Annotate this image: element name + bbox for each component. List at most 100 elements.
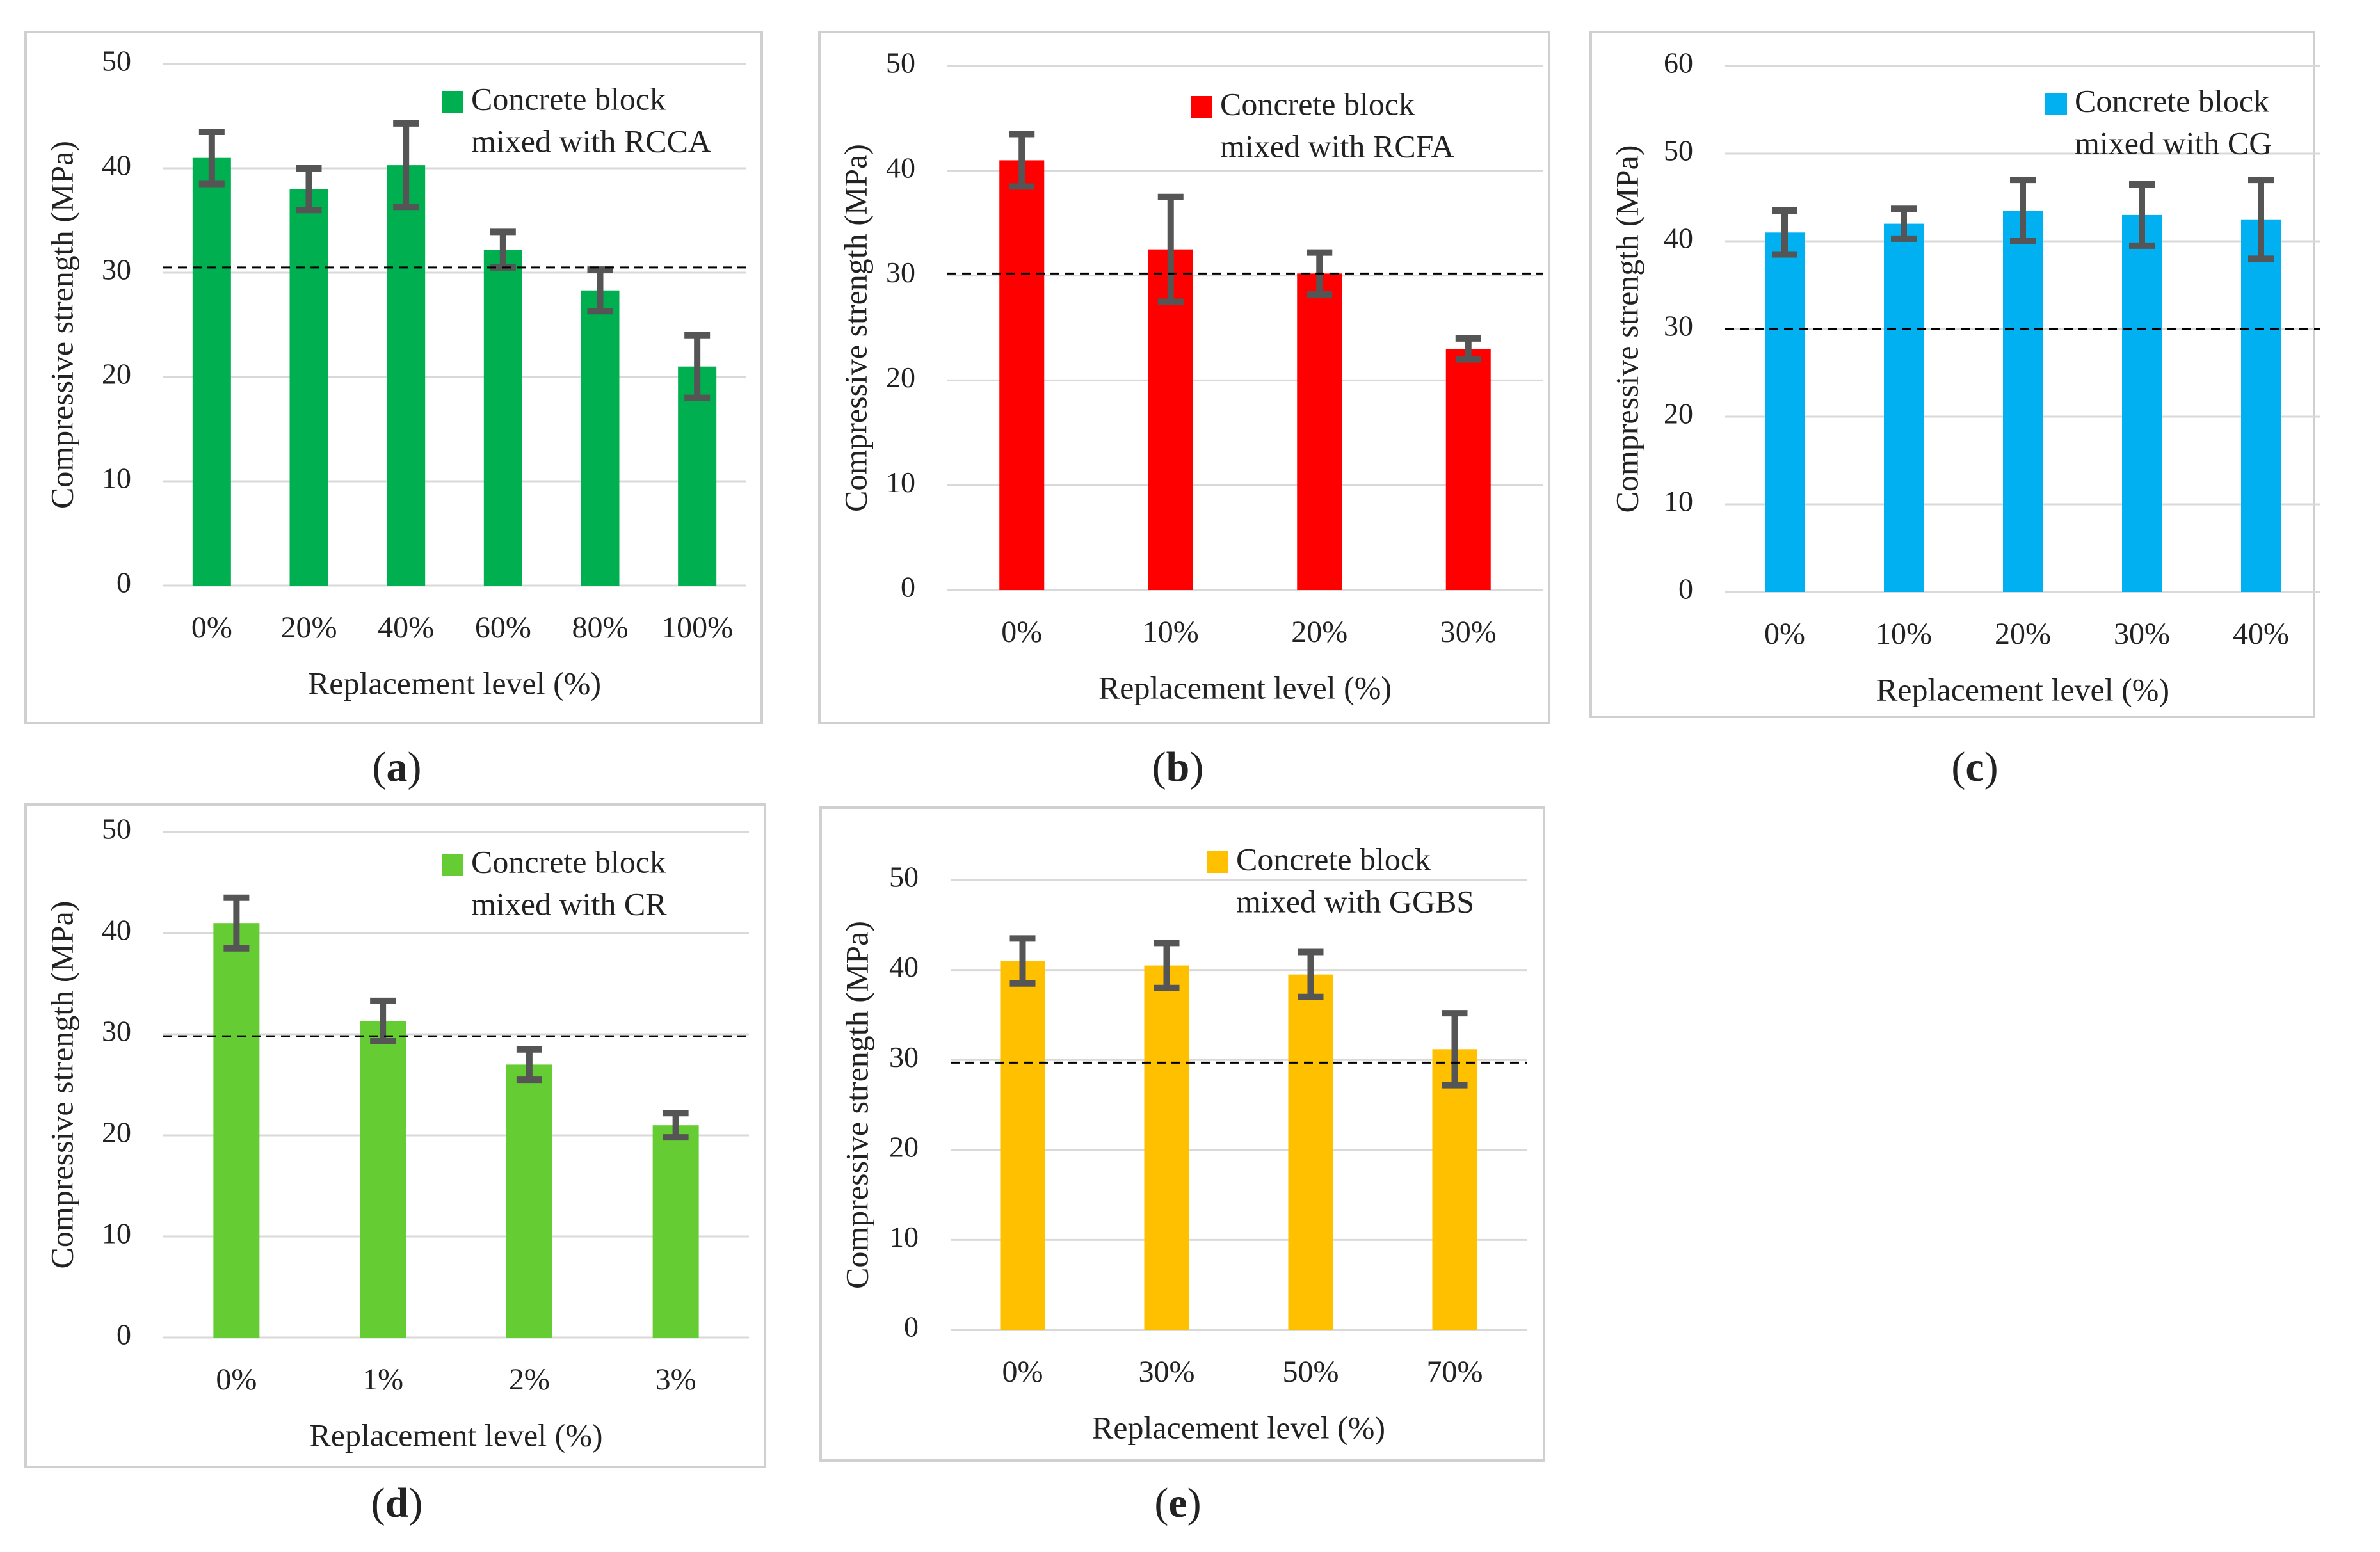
bar bbox=[1445, 349, 1491, 590]
x-axis-title: Replacement level (%) bbox=[1092, 1409, 1385, 1445]
bar bbox=[2003, 211, 2043, 592]
bar bbox=[1144, 965, 1189, 1330]
y-tick-label: 40 bbox=[889, 950, 919, 983]
bar bbox=[678, 366, 717, 586]
bar bbox=[581, 290, 620, 586]
x-tick-label: 0% bbox=[1001, 615, 1042, 649]
y-tick-label: 50 bbox=[102, 45, 131, 77]
y-tick-label: 10 bbox=[102, 1217, 131, 1250]
bar bbox=[506, 1064, 552, 1338]
legend-label: Concrete block bbox=[471, 844, 666, 879]
chart-panel-e: 0 10 20 30 40 50 0% 30% 50% 70% Replacement level … bbox=[819, 806, 1545, 1526]
x-tick-label: 80% bbox=[572, 611, 629, 644]
y-tick-label: 20 bbox=[889, 1130, 919, 1163]
bar bbox=[1884, 223, 1924, 593]
y-axis-title: Compressive strength (MPa) bbox=[44, 901, 79, 1269]
x-tick-label: 3% bbox=[655, 1363, 696, 1396]
y-axis-title: Compressive strength (MPa) bbox=[44, 141, 79, 509]
bar bbox=[1765, 232, 1805, 592]
panel-caption: (b) bbox=[1152, 744, 1204, 790]
x-tick-label: 0% bbox=[1002, 1355, 1043, 1389]
x-tick-label: 0% bbox=[216, 1363, 257, 1396]
bar bbox=[999, 160, 1045, 591]
y-tick-label: 40 bbox=[102, 914, 131, 947]
y-tick-label: 30 bbox=[1664, 310, 1693, 342]
chart-panel-a: 0 10 20 30 40 50 0% 20% 40% 60% 80% 100% Replacement… bbox=[24, 31, 763, 790]
bar bbox=[1297, 273, 1342, 590]
x-axis-title: Replacement level (%) bbox=[1876, 671, 2169, 707]
y-tick-label: 10 bbox=[889, 1220, 919, 1253]
x-tick-label: 10% bbox=[1876, 617, 1932, 651]
y-axis-title: Compressive strength (MPa) bbox=[839, 921, 874, 1289]
panel-letter: a bbox=[387, 744, 408, 790]
y-tick-label: 60 bbox=[1664, 47, 1693, 79]
panel-caption: (e) bbox=[1154, 1480, 1201, 1526]
bar bbox=[483, 250, 522, 586]
y-tick-label: 10 bbox=[1664, 485, 1693, 518]
y-tick-label: 0 bbox=[901, 571, 915, 604]
legend-swatch bbox=[442, 91, 463, 113]
y-tick-label: 20 bbox=[102, 1116, 131, 1149]
x-tick-label: 1% bbox=[362, 1363, 403, 1396]
y-tick-label: 30 bbox=[886, 256, 915, 289]
panel-letter: c bbox=[1965, 744, 1984, 790]
y-tick-label: 10 bbox=[102, 462, 131, 495]
y-tick-label: 40 bbox=[886, 151, 915, 184]
legend-label: Concrete block bbox=[2075, 83, 2269, 118]
bar bbox=[213, 923, 260, 1338]
y-tick-label: 50 bbox=[886, 47, 915, 79]
x-tick-label: 10% bbox=[1143, 615, 1199, 649]
x-tick-label: 30% bbox=[2114, 617, 2170, 651]
legend-swatch bbox=[1207, 851, 1228, 873]
y-tick-label: 20 bbox=[1664, 397, 1693, 430]
chart-panel-d: 0 10 20 30 40 50 0% 1% 2% 3% Replacement level (%)… bbox=[24, 803, 766, 1526]
legend-label: mixed with GGBS bbox=[1236, 883, 1474, 919]
y-axis-title: Compressive strength (MPa) bbox=[1609, 145, 1644, 513]
x-axis-title: Replacement level (%) bbox=[308, 665, 601, 701]
bar bbox=[1288, 974, 1333, 1330]
panel-letter: e bbox=[1168, 1480, 1187, 1526]
y-tick-label: 20 bbox=[102, 358, 131, 390]
chart-panel-c: 0 10 20 30 40 50 60 0% 10% 20% 30% 40% Replacement l… bbox=[1589, 31, 2320, 790]
y-tick-label: 50 bbox=[102, 813, 131, 845]
y-tick-label: 40 bbox=[1664, 222, 1693, 255]
legend-label: mixed with RCFA bbox=[1220, 128, 1454, 164]
x-tick-label: 70% bbox=[1427, 1355, 1483, 1389]
y-tick-label: 0 bbox=[117, 566, 131, 599]
bar bbox=[652, 1125, 699, 1338]
chart-panel-b: 0 10 20 30 40 50 0% 10% 20% 30% Replacement level … bbox=[818, 31, 1550, 790]
panel-frame bbox=[1589, 31, 2315, 718]
y-tick-label: 20 bbox=[886, 361, 915, 394]
x-tick-label: 0% bbox=[191, 611, 232, 644]
legend-swatch bbox=[442, 854, 463, 876]
x-tick-label: 60% bbox=[475, 611, 531, 644]
y-axis-title: Compressive strength (MPa) bbox=[837, 144, 873, 512]
panel-letter: d bbox=[385, 1480, 409, 1526]
x-tick-label: 50% bbox=[1283, 1355, 1339, 1389]
bar bbox=[387, 165, 426, 586]
bar bbox=[2122, 214, 2162, 592]
legend-swatch bbox=[2045, 93, 2067, 115]
x-tick-label: 40% bbox=[2233, 617, 2289, 651]
legend-label: mixed with RCCA bbox=[471, 123, 711, 159]
x-tick-label: 20% bbox=[281, 611, 337, 644]
y-tick-label: 0 bbox=[904, 1311, 919, 1343]
panel-caption: (c) bbox=[1951, 744, 1998, 790]
y-tick-label: 10 bbox=[886, 466, 915, 499]
x-tick-label: 40% bbox=[378, 611, 434, 644]
x-tick-label: 2% bbox=[509, 1363, 550, 1396]
y-tick-label: 40 bbox=[102, 149, 131, 182]
panel-caption: (a) bbox=[373, 744, 422, 790]
bar bbox=[1432, 1049, 1477, 1330]
y-tick-label: 0 bbox=[1678, 573, 1693, 605]
y-tick-label: 30 bbox=[889, 1041, 919, 1073]
legend-swatch bbox=[1191, 96, 1212, 118]
x-tick-label: 20% bbox=[1995, 617, 2051, 651]
legend-label: Concrete block bbox=[1220, 86, 1415, 122]
legend-label: Concrete block bbox=[471, 81, 666, 116]
x-tick-label: 30% bbox=[1139, 1355, 1195, 1389]
legend-label: mixed with CG bbox=[2075, 125, 2272, 161]
y-tick-label: 30 bbox=[102, 1015, 131, 1048]
panel-caption: (d) bbox=[371, 1480, 423, 1526]
